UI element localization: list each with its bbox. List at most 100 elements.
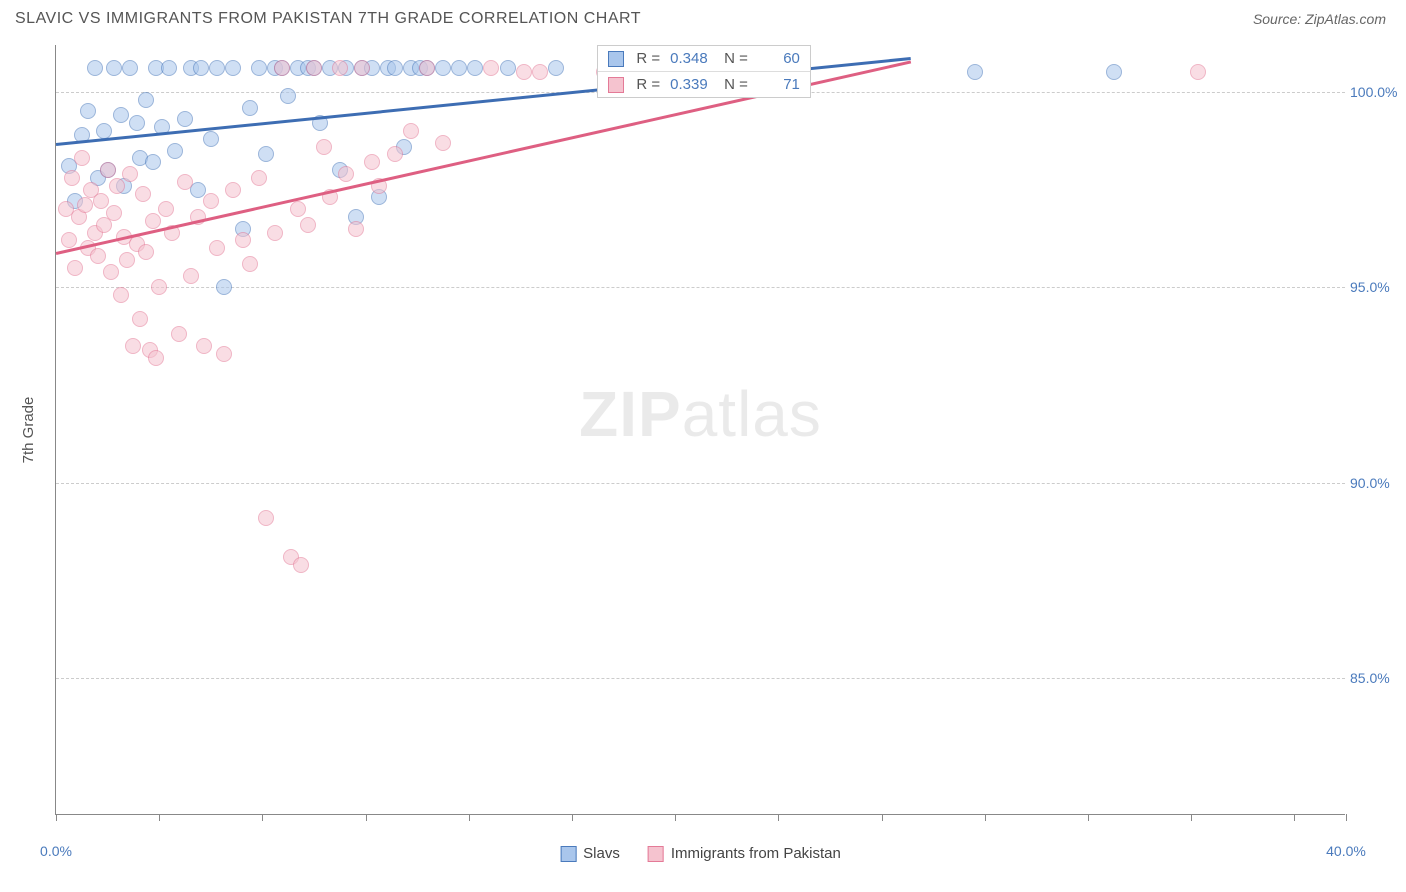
scatter-point [100, 162, 116, 178]
y-tick-label: 95.0% [1350, 279, 1400, 295]
scatter-point [151, 279, 167, 295]
scatter-point [435, 135, 451, 151]
scatter-point [135, 186, 151, 202]
y-tick-label: 85.0% [1350, 670, 1400, 686]
scatter-point [387, 60, 403, 76]
stat-n-value: 71 [758, 76, 800, 93]
scatter-point [403, 123, 419, 139]
legend-item: Immigrants from Pakistan [648, 845, 841, 862]
scatter-point [548, 60, 564, 76]
x-tick [882, 814, 883, 821]
scatter-point [338, 166, 354, 182]
scatter-point [109, 178, 125, 194]
scatter-point [67, 260, 83, 276]
scatter-point [1190, 64, 1206, 80]
scatter-point [532, 64, 548, 80]
scatter-point [216, 346, 232, 362]
scatter-point [171, 326, 187, 342]
scatter-point [177, 111, 193, 127]
legend-item: Slavs [560, 845, 620, 862]
scatter-point [125, 338, 141, 354]
scatter-point [251, 60, 267, 76]
gridline [56, 483, 1345, 484]
x-tick [1088, 814, 1089, 821]
x-tick-label: 40.0% [1326, 843, 1366, 859]
scatter-point [122, 60, 138, 76]
scatter-point [106, 60, 122, 76]
stat-n-value: 60 [758, 50, 800, 67]
scatter-point [122, 166, 138, 182]
stat-r-label: R = [636, 50, 660, 67]
gridline [56, 678, 1345, 679]
x-tick [1191, 814, 1192, 821]
scatter-point [209, 240, 225, 256]
scatter-point [500, 60, 516, 76]
chart-plot-area: ZIPatlas 85.0%90.0%95.0%100.0%0.0%40.0%R… [55, 45, 1345, 815]
legend-swatch [608, 51, 624, 67]
watermark: ZIPatlas [579, 377, 822, 451]
scatter-point [129, 115, 145, 131]
stat-r-value: 0.339 [670, 76, 712, 93]
scatter-point [193, 60, 209, 76]
scatter-point [306, 60, 322, 76]
scatter-point [1106, 64, 1122, 80]
y-axis-label: 7th Grade [20, 397, 37, 464]
x-tick [1346, 814, 1347, 821]
scatter-point [242, 256, 258, 272]
scatter-point [203, 193, 219, 209]
scatter-point [106, 205, 122, 221]
scatter-point [87, 60, 103, 76]
scatter-point [138, 244, 154, 260]
scatter-point [203, 131, 219, 147]
scatter-point [332, 60, 348, 76]
scatter-point [290, 201, 306, 217]
scatter-point [293, 557, 309, 573]
scatter-point [77, 197, 93, 213]
scatter-point [387, 146, 403, 162]
scatter-point [419, 60, 435, 76]
scatter-point [113, 287, 129, 303]
scatter-point [280, 88, 296, 104]
scatter-point [216, 279, 232, 295]
scatter-point [113, 107, 129, 123]
scatter-point [64, 170, 80, 186]
scatter-point [119, 252, 135, 268]
scatter-point [183, 268, 199, 284]
x-tick [56, 814, 57, 821]
scatter-point [267, 225, 283, 241]
scatter-point [138, 92, 154, 108]
x-tick-label: 0.0% [40, 843, 72, 859]
scatter-point [132, 311, 148, 327]
y-tick-label: 90.0% [1350, 475, 1400, 491]
scatter-point [74, 150, 90, 166]
scatter-point [274, 60, 290, 76]
scatter-point [258, 146, 274, 162]
scatter-point [145, 213, 161, 229]
y-tick-label: 100.0% [1350, 84, 1400, 100]
x-tick [985, 814, 986, 821]
stat-n-label: N = [724, 50, 748, 67]
x-tick [675, 814, 676, 821]
legend-swatch [560, 846, 576, 862]
scatter-point [158, 201, 174, 217]
stat-r-value: 0.348 [670, 50, 712, 67]
scatter-point [251, 170, 267, 186]
scatter-point [451, 60, 467, 76]
source-label: Source: ZipAtlas.com [1253, 11, 1386, 27]
x-tick [1294, 814, 1295, 821]
scatter-point [90, 248, 106, 264]
scatter-point [348, 221, 364, 237]
legend-swatch [648, 846, 664, 862]
scatter-point [225, 182, 241, 198]
legend: Slavs Immigrants from Pakistan [560, 845, 841, 862]
stat-r-label: R = [636, 76, 660, 93]
scatter-point [435, 60, 451, 76]
chart-title: SLAVIC VS IMMIGRANTS FROM PAKISTAN 7TH G… [15, 10, 641, 28]
scatter-point [364, 154, 380, 170]
stats-row: R = 0.348 N = 60 [598, 46, 810, 71]
scatter-point [61, 232, 77, 248]
scatter-point [967, 64, 983, 80]
gridline [56, 287, 1345, 288]
scatter-point [316, 139, 332, 155]
scatter-point [177, 174, 193, 190]
